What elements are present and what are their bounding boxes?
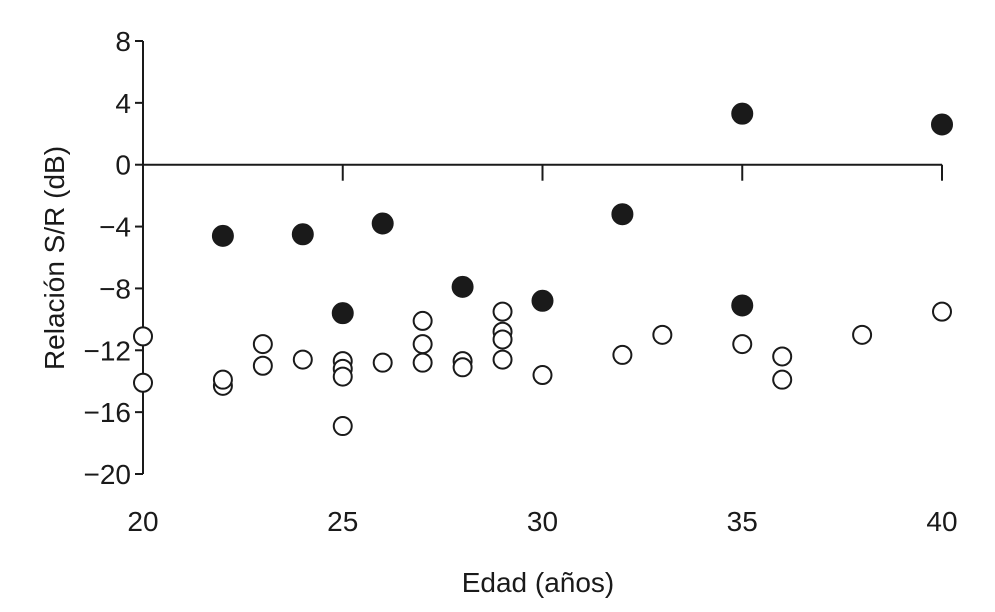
filled-data-point [451, 275, 474, 298]
x-tick-label: 25 [327, 506, 358, 537]
open-data-point [852, 324, 873, 345]
axes [142, 41, 942, 474]
open-data-point [412, 310, 433, 331]
filled-data-point [931, 113, 953, 136]
filled-data-point [331, 302, 354, 325]
y-axis-title: Relación S/R (dB) [39, 146, 70, 370]
open-data-point [252, 355, 273, 376]
open-data-point [772, 346, 793, 367]
open-data-point [932, 301, 952, 322]
x-axis-title: Edad (años) [462, 567, 615, 598]
filled-data-point [731, 294, 754, 317]
open-data-point [492, 349, 513, 370]
open-data-point [332, 416, 353, 437]
open-data-point [652, 324, 673, 345]
x-tick-label: 20 [127, 506, 158, 537]
open-data-point [332, 366, 353, 387]
open-data-point [133, 372, 153, 393]
filled-data-point [211, 224, 234, 247]
open-data-point [412, 334, 433, 355]
open-data-point [772, 369, 793, 390]
open-data-point [372, 352, 393, 373]
ticks [135, 40, 943, 475]
open-data-point [292, 349, 313, 370]
y-tick-label: −8 [99, 273, 131, 304]
y-tick-label: −16 [84, 397, 132, 428]
x-tick-label: 30 [527, 506, 558, 537]
open-data-point [412, 352, 433, 373]
y-tick-label: 0 [115, 150, 131, 181]
x-tick-label: 35 [727, 506, 758, 537]
y-tick-label: −12 [84, 335, 132, 366]
y-tick-label: −20 [84, 459, 132, 490]
filled-data-point [531, 289, 554, 312]
filled-data-point [611, 203, 634, 226]
open-data-point [212, 369, 233, 390]
filled-data-point [291, 223, 314, 246]
open-data-point [532, 365, 553, 386]
open-data-point [612, 344, 633, 365]
open-data-point [452, 357, 473, 378]
data-points [133, 102, 953, 437]
y-tick-label: 4 [115, 88, 131, 119]
x-tick-label: 40 [926, 506, 957, 537]
y-tick-label: 8 [115, 26, 131, 57]
filled-data-point [731, 102, 754, 125]
open-data-point [252, 334, 273, 355]
open-data-point [133, 326, 153, 347]
open-data-point [492, 301, 513, 322]
filled-data-point [371, 212, 394, 235]
open-data-point [732, 334, 753, 355]
open-data-point [492, 329, 513, 350]
y-tick-label: −4 [99, 212, 131, 243]
